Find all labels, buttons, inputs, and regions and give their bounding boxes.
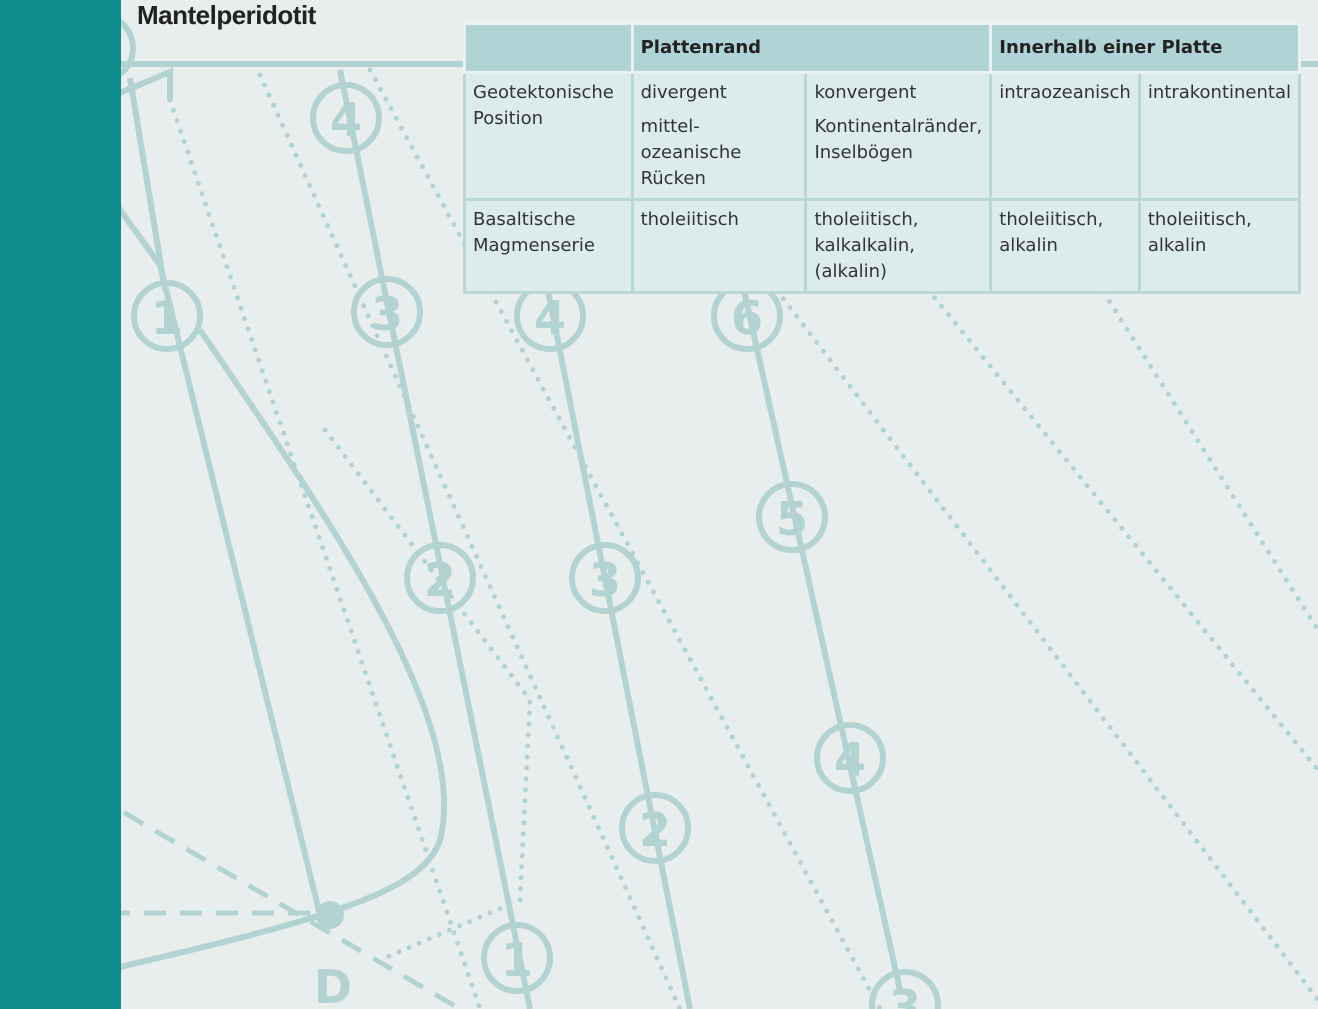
header-cell: Plattenrand: [630, 22, 993, 74]
diagram-label: 2: [424, 553, 456, 607]
diagram-label: 6: [731, 291, 763, 345]
cell-text: Basaltische Magmenserie: [473, 209, 595, 256]
diagram-label: D: [314, 960, 352, 1009]
cell: divergent mittel-ozeanische Rücken: [630, 71, 808, 201]
label-circle: [756, 481, 828, 553]
cell: tholeiitisch, kalkalkalin, (alkalin): [804, 198, 993, 294]
diagram-label: 3: [889, 980, 921, 1009]
line: [537, 249, 693, 1009]
label-circle: [619, 792, 691, 864]
cell-text: intrakontinental: [1147, 82, 1291, 103]
cell-text: Geotektonische: [473, 82, 614, 103]
cell: intrakontinental: [1137, 71, 1302, 201]
diagram-label: 5: [776, 492, 808, 546]
diagram-label: 3: [371, 287, 403, 341]
header-cell: Innerhalb einer Platte: [989, 22, 1301, 74]
header-cell: [463, 22, 634, 74]
diagram-label: 2: [639, 803, 671, 857]
cell-text: Kontinentalränder, Inselbögen: [814, 116, 983, 163]
label-circle: [404, 542, 476, 614]
title: Mantelperidotit: [137, 0, 316, 30]
cell: intraozeanisch: [989, 71, 1141, 201]
table: Plattenrand Innerhalb einer Platte Geote…: [463, 22, 1302, 294]
cell-text: tholeiitisch, kalkalkalin, (alkalin): [814, 209, 919, 282]
header-row: Plattenrand Innerhalb einer Platte: [463, 22, 1301, 74]
cell: Geotektonische Position: [463, 71, 634, 201]
side-bar: [0, 0, 121, 1009]
cell-text: divergent: [640, 82, 727, 103]
cell: konvergent Kontinentalränder, Inselbögen: [804, 71, 993, 201]
cell-text: konvergent: [814, 82, 917, 103]
cell-text: intraozeanisch: [999, 82, 1131, 103]
point: [316, 901, 344, 929]
diagram-label: 4: [834, 733, 866, 787]
line: [732, 249, 903, 991]
row: Basaltische Magmenserie tholeiitisch tho…: [463, 198, 1302, 294]
diagram-label: 1: [501, 933, 533, 987]
label-circle: [869, 969, 941, 1009]
cell-text: mittel-ozeanische Rücken: [640, 116, 742, 189]
label-circle: [351, 276, 423, 348]
cell: tholeiitisch: [630, 198, 808, 294]
label-circle: [131, 280, 203, 352]
cell-text: tholeiitisch, alkalin: [999, 209, 1104, 256]
diagram-label: 4: [330, 93, 362, 147]
cell-text: tholeiitisch: [640, 209, 739, 230]
dotted-line: [167, 67, 1318, 1009]
label-circle: [481, 922, 553, 994]
cell: tholeiitisch, alkalin: [989, 198, 1141, 294]
cell: tholeiitisch, alkalin: [1137, 198, 1302, 294]
label-circle: [569, 542, 641, 614]
diagram-label: 1: [151, 291, 183, 345]
diagram-label: 4: [534, 291, 566, 345]
cell-text: Position: [473, 108, 544, 129]
label-circle: [814, 722, 886, 794]
curve: [0, 328, 448, 998]
diagram-label: 3: [589, 553, 621, 607]
row: Geotektonische Position divergent mittel-o…: [463, 71, 1302, 201]
cell: Basaltische Magmenserie: [463, 198, 634, 294]
label-circle: [310, 82, 382, 154]
cell-text: tholeiitisch, alkalin: [1147, 209, 1252, 256]
line: [337, 69, 533, 1009]
